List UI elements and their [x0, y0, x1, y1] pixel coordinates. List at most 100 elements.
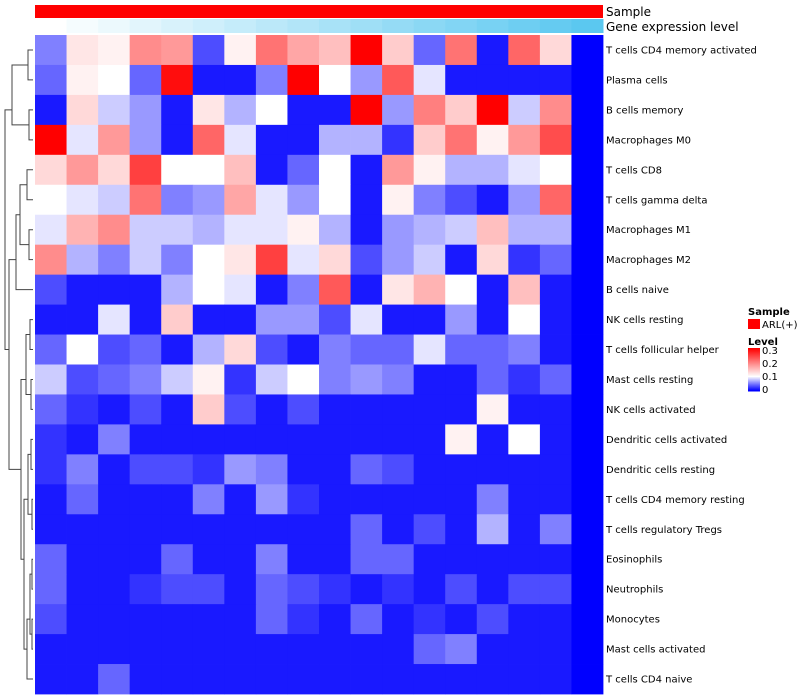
row-label: Eosinophils [606, 555, 662, 566]
heatmap-cell [571, 334, 604, 365]
heatmap-cell [287, 64, 320, 96]
heatmap-cell [129, 154, 162, 186]
heatmap-cell [98, 364, 131, 395]
heatmap-cells [35, 35, 604, 695]
heatmap-cell [66, 514, 99, 545]
legend-gradient-step [748, 365, 760, 367]
heatmap-cell [445, 154, 478, 186]
heatmap-cell [129, 574, 162, 605]
heatmap-cell [382, 94, 415, 126]
heatmap-cell [66, 274, 99, 305]
heatmap-cell [508, 304, 541, 335]
heatmap-cell [287, 604, 320, 635]
heatmap-cell [476, 64, 509, 96]
heatmap-cell [445, 484, 478, 515]
heatmap-cell [35, 394, 67, 425]
heatmap-cell [35, 664, 67, 695]
legend-gradient-step [748, 354, 760, 357]
heatmap-cell [255, 244, 288, 276]
heatmap-cell [192, 274, 225, 305]
heatmap-cell [508, 244, 541, 276]
heatmap-cell [508, 514, 541, 545]
heatmap-cell [508, 574, 541, 605]
legend-gradient-step [748, 349, 760, 351]
heatmap-cell [66, 424, 99, 455]
heatmap-cell [539, 64, 572, 96]
row-label: T cells CD4 memory resting [605, 495, 745, 506]
expression-annotation-cell [98, 19, 131, 33]
heatmap-cell [98, 244, 131, 276]
heatmap-cell [161, 574, 194, 605]
heatmap-cell [287, 184, 320, 216]
heatmap-cell [255, 544, 288, 575]
heatmap-cell [319, 304, 351, 335]
legend-gradient-step [748, 360, 760, 363]
heatmap-cell [350, 274, 383, 305]
legend-gradient-step [748, 382, 760, 384]
heatmap-cell [319, 35, 351, 66]
heatmap-cell [382, 484, 415, 515]
heatmap-cell [571, 124, 604, 156]
heatmap-cell [539, 544, 572, 575]
heatmap-cell [382, 64, 415, 96]
heatmap-cell [476, 214, 509, 246]
heatmap-cell [476, 35, 509, 66]
heatmap-cell [476, 364, 509, 395]
heatmap-cell [539, 304, 572, 335]
heatmap-cell [539, 514, 572, 545]
legend-gradient-step [748, 358, 760, 361]
row-label: NK cells activated [606, 405, 696, 416]
heatmap-cell [161, 124, 194, 156]
heatmap-cell [319, 484, 351, 515]
row-label: Dendritic cells activated [606, 435, 727, 446]
heatmap-cell [224, 184, 257, 216]
expression-annotation-cell [350, 19, 383, 33]
heatmap-cell [66, 454, 99, 485]
heatmap-cell [287, 124, 320, 156]
heatmap-cell [350, 634, 383, 665]
heatmap-cell [382, 35, 415, 66]
heatmap-cell [66, 364, 99, 395]
expression-annotation-cell [319, 19, 352, 33]
heatmap-cell [508, 424, 541, 455]
heatmap-cell [508, 634, 541, 665]
heatmap-cell [129, 634, 162, 665]
heatmap-cell [129, 394, 162, 425]
heatmap-cell [192, 214, 225, 246]
heatmap-cell [98, 124, 131, 156]
heatmap-cell [382, 424, 415, 455]
heatmap-cell [161, 214, 194, 246]
heatmap-cell [224, 394, 257, 425]
heatmap-cell [382, 124, 415, 156]
expression-annotation-cell [66, 19, 99, 33]
row-label: T cells CD4 memory activated [605, 45, 757, 56]
heatmap-cell [476, 274, 509, 305]
heatmap-cell [129, 184, 162, 216]
heatmap-cell [161, 454, 194, 485]
heatmap-cell [476, 484, 509, 515]
heatmap-cell [224, 514, 257, 545]
heatmap-cell [255, 634, 288, 665]
heatmap-cell [350, 214, 383, 246]
row-label: B cells naive [606, 285, 669, 296]
heatmap-cell [255, 124, 288, 156]
heatmap-cell [476, 424, 509, 455]
heatmap-cell [35, 154, 67, 186]
row-label: T cells follicular helper [605, 345, 720, 356]
heatmap-cell [413, 664, 446, 695]
heatmap-cell [192, 64, 225, 96]
heatmap-cell [161, 364, 194, 395]
heatmap-cell [508, 274, 541, 305]
heatmap-cell [224, 35, 257, 66]
heatmap-cell [350, 35, 383, 66]
heatmap-cell [224, 424, 257, 455]
row-label: T cells CD4 naive [605, 675, 692, 686]
heatmap-cell [413, 484, 446, 515]
heatmap-cell [98, 664, 131, 695]
heatmap-cell [571, 514, 604, 545]
legend-gradient-step [748, 353, 760, 355]
heatmap-cell [539, 184, 572, 216]
heatmap-cell [413, 574, 446, 605]
legend-sample-swatch [748, 319, 760, 329]
heatmap-cell [476, 664, 509, 695]
